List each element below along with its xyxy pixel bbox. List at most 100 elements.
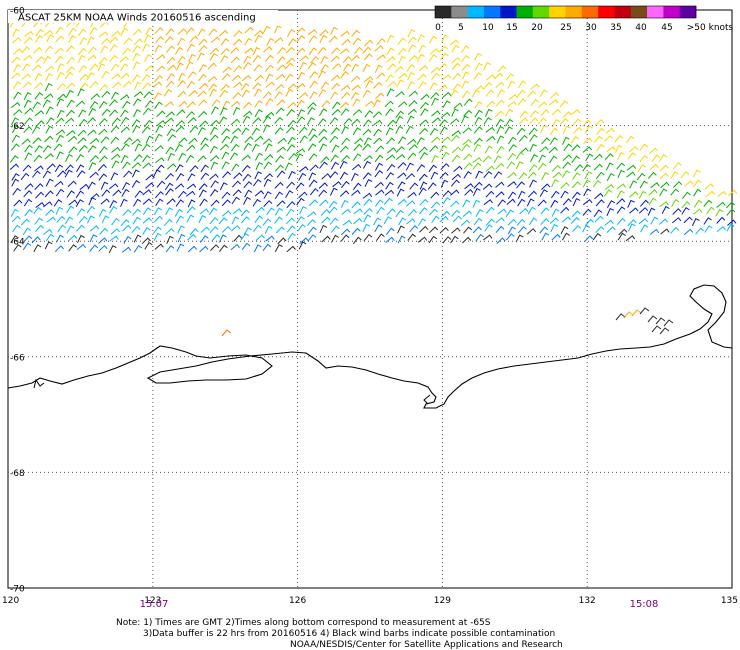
wind-barb: [56, 98, 65, 107]
wind-barb: [374, 199, 384, 207]
wind-barb: [285, 73, 294, 82]
wind-barb: [244, 26, 254, 34]
wind-barb: [439, 226, 449, 234]
wind-barb: [87, 36, 95, 45]
wind-barb: [275, 107, 285, 115]
wind-barb: [352, 98, 361, 107]
wind-barb: [288, 170, 296, 180]
wind-barb: [386, 56, 396, 63]
wind-barb: [582, 163, 591, 172]
wind-barb: [398, 72, 408, 79]
time-label: 15:07: [140, 599, 169, 610]
wind-barb: [561, 170, 571, 178]
wind-barb: [143, 119, 153, 128]
wind-barb: [68, 234, 78, 242]
wind-barb: [383, 216, 392, 225]
wind-barb: [682, 191, 691, 200]
wind-barb: [286, 57, 296, 65]
wind-barb: [451, 227, 461, 234]
wind-barb: [88, 162, 97, 171]
coastline-fragment: [423, 394, 431, 405]
wind-barb: [362, 63, 371, 72]
wind-barb: [185, 190, 196, 197]
wind-barb: [659, 188, 668, 197]
wind-barb: [615, 313, 626, 321]
wind-barb: [254, 88, 263, 97]
wind-barb: [617, 232, 626, 241]
wind-barb: [472, 162, 482, 170]
wind-barb: [164, 182, 174, 191]
wind-barb: [670, 188, 680, 196]
wind-barb: [309, 71, 318, 79]
wind-barb: [330, 154, 339, 163]
wind-barb: [647, 207, 656, 216]
wind-barb: [407, 233, 417, 241]
wind-barb: [482, 155, 492, 163]
wind-barb: [98, 244, 108, 252]
wind-barb: [329, 171, 339, 179]
wind-barb: [529, 154, 538, 162]
wind-barb: [111, 117, 121, 125]
wind-barb: [68, 35, 77, 43]
wind-barb: [45, 233, 55, 242]
wind-barb: [716, 201, 726, 208]
wind-barb: [101, 90, 111, 98]
wind-barb: [11, 173, 20, 181]
wind-barb: [121, 188, 130, 197]
wind-barb: [240, 232, 250, 241]
wind-barb: [582, 208, 592, 216]
legend-swatch: [467, 6, 485, 18]
wind-barb: [155, 164, 165, 172]
wind-barb: [45, 73, 53, 82]
wind-barb: [704, 183, 714, 190]
wind-barb: [362, 192, 373, 199]
wind-barb: [109, 54, 118, 63]
wind-barb: [187, 245, 198, 253]
wind-barb: [42, 144, 52, 153]
wind-barb: [376, 233, 385, 241]
wind-barb: [571, 144, 581, 152]
wind-barb: [395, 115, 404, 124]
wind-barb: [517, 80, 527, 89]
wind-barb: [495, 162, 505, 170]
wind-barb: [649, 163, 659, 171]
wind-barb: [352, 153, 362, 161]
wind-barb: [537, 199, 547, 207]
wind-barb: [211, 234, 221, 242]
wind-barb: [571, 181, 581, 189]
wind-barb: [42, 170, 52, 179]
wind-barb: [145, 27, 154, 36]
wind-barb: [417, 34, 425, 43]
wind-barb: [331, 234, 339, 243]
wind-barb: [110, 136, 120, 144]
wind-barb: [418, 146, 428, 154]
wind-barb: [101, 189, 111, 197]
wind-barb: [263, 178, 272, 187]
wind-barb: [451, 57, 461, 64]
wind-barb: [64, 169, 73, 178]
wind-barb: [376, 206, 385, 215]
wind-barb: [473, 143, 482, 152]
wind-barb: [497, 89, 506, 98]
wind-barb: [187, 117, 197, 124]
wind-barb: [328, 200, 338, 209]
wind-barb: [583, 188, 592, 197]
wind-barb: [649, 228, 660, 235]
wind-barb: [123, 137, 133, 145]
wind-barb: [362, 128, 372, 136]
wind-barb: [494, 110, 505, 118]
wind-barb: [286, 29, 296, 38]
wind-barb: [692, 169, 701, 178]
wind-barb: [76, 243, 86, 250]
wind-barb: [407, 29, 416, 38]
wind-barb: [231, 196, 240, 205]
wind-barb: [98, 155, 108, 163]
wind-barb: [66, 66, 76, 74]
note-line-3: NOAA/NESDIS/Center for Satellite Applica…: [290, 640, 563, 650]
wind-barb: [507, 80, 516, 89]
wind-barb: [186, 111, 195, 119]
wind-barb: [65, 109, 75, 117]
wind-barb: [222, 66, 232, 73]
wind-barb: [253, 64, 263, 72]
wind-barb: [495, 81, 505, 89]
